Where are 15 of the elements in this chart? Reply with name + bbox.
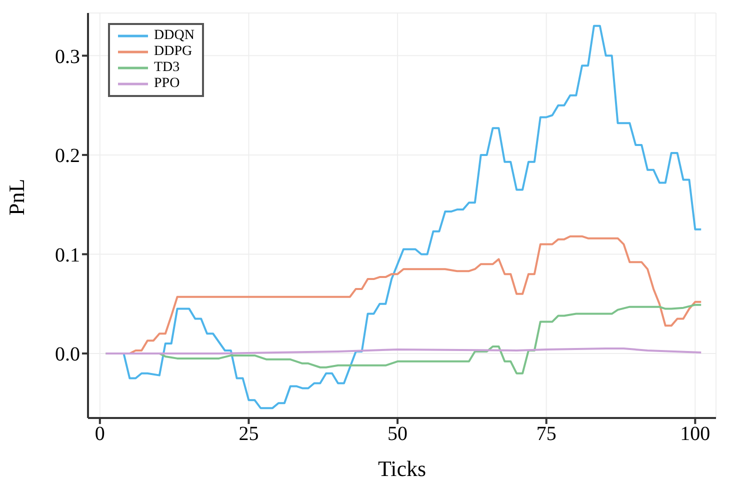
x-tick-label: 100: [680, 423, 710, 446]
legend-label: DDPG: [154, 44, 192, 60]
y-tick-label: 0.0: [55, 344, 80, 366]
legend-label: PPO: [154, 76, 180, 92]
legend-label: DDQN: [154, 28, 194, 44]
y-tick-label: 0.2: [55, 145, 80, 168]
y-tick-label: 0.1: [55, 244, 80, 266]
x-tick-label: 0: [94, 423, 105, 446]
y-axis-title: PnL: [4, 178, 29, 216]
y-tick-label: 0.3: [55, 46, 80, 68]
x-tick-label: 25: [238, 423, 259, 446]
x-tick-label: 50: [388, 423, 408, 446]
legend-label: TD3: [154, 60, 180, 76]
x-axis-title: Ticks: [378, 456, 426, 481]
x-tick-label: 75: [536, 423, 556, 446]
